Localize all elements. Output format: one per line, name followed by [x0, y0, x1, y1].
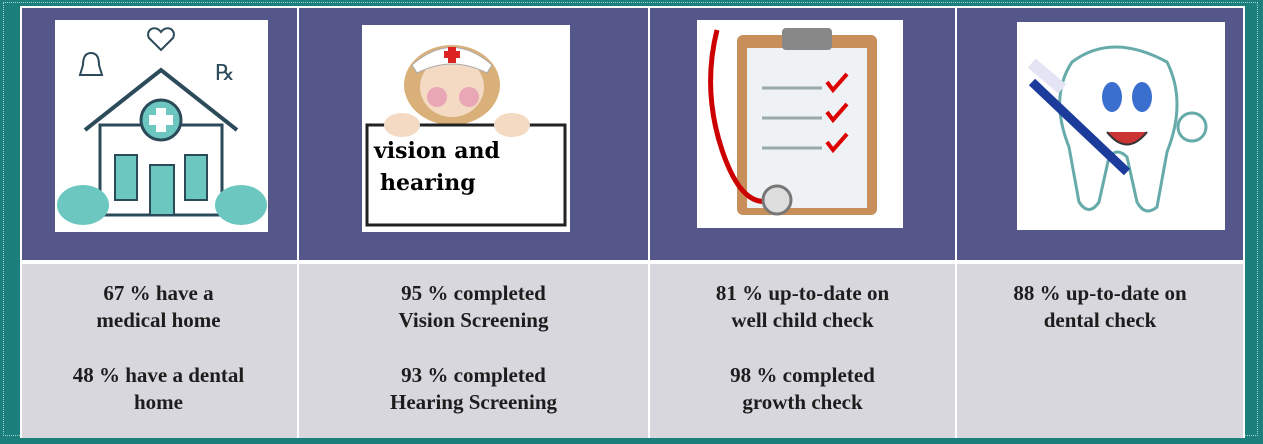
dental-icon: [1017, 22, 1225, 230]
stat-line: 95 % completed: [299, 280, 648, 307]
stat-line: home: [20, 389, 297, 416]
stat-line: 67 % have a: [20, 280, 297, 307]
stat-line: growth check: [650, 389, 955, 416]
stat-line: dental check: [957, 307, 1243, 334]
checkup-icon: [697, 20, 903, 228]
stat-line: 98 % completed: [650, 362, 955, 389]
stat-line: 88 % up-to-date on: [957, 280, 1243, 307]
vision-hearing-icon: vision and hearing: [362, 25, 570, 232]
stat-line: Vision Screening: [299, 307, 648, 334]
sign-text: vision and: [373, 138, 500, 164]
stat-line: well child check: [650, 307, 955, 334]
medical-home-icon: ℞: [55, 20, 268, 232]
stat-line: medical home: [20, 307, 297, 334]
stat-line: Hearing Screening: [299, 389, 648, 416]
stat-line: 93 % completed: [299, 362, 648, 389]
page: ℞ vision and hearing 67 % have amedical …: [0, 0, 1263, 438]
sign-text: hearing: [380, 170, 476, 196]
stat-line: 81 % up-to-date on: [650, 280, 955, 307]
stat-line: 48 % have a dental: [20, 362, 297, 389]
svg-text:℞: ℞: [215, 61, 235, 86]
